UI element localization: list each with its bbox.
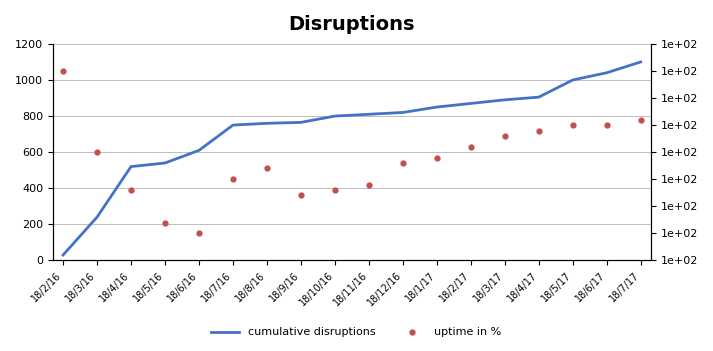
uptime in %: [58, 69, 67, 73]
uptime in %: [331, 188, 339, 192]
uptime in %: [93, 150, 101, 154]
cumulative disruptions: [229, 123, 237, 127]
cumulative disruptions: [602, 71, 611, 75]
cumulative disruptions: [262, 121, 271, 125]
cumulative disruptions: [433, 105, 441, 109]
cumulative disruptions: [127, 165, 135, 169]
cumulative disruptions: [399, 110, 407, 114]
uptime in %: [602, 123, 611, 127]
uptime in %: [399, 161, 407, 165]
uptime in %: [637, 118, 645, 122]
Legend: cumulative disruptions, uptime in %: cumulative disruptions, uptime in %: [207, 323, 506, 342]
cumulative disruptions: [195, 148, 203, 152]
uptime in %: [466, 145, 475, 149]
cumulative disruptions: [297, 120, 305, 125]
uptime in %: [433, 155, 441, 160]
uptime in %: [127, 188, 135, 192]
Line: uptime in %: uptime in %: [61, 68, 643, 236]
uptime in %: [568, 123, 577, 127]
cumulative disruptions: [93, 215, 101, 219]
cumulative disruptions: [535, 95, 543, 99]
uptime in %: [501, 134, 509, 138]
cumulative disruptions: [466, 101, 475, 106]
Line: cumulative disruptions: cumulative disruptions: [63, 62, 641, 255]
uptime in %: [195, 231, 203, 236]
cumulative disruptions: [501, 98, 509, 102]
uptime in %: [262, 166, 271, 171]
cumulative disruptions: [160, 161, 169, 165]
uptime in %: [160, 220, 169, 225]
cumulative disruptions: [364, 112, 373, 117]
cumulative disruptions: [331, 114, 339, 118]
cumulative disruptions: [58, 253, 67, 257]
uptime in %: [364, 183, 373, 187]
uptime in %: [229, 177, 237, 181]
uptime in %: [535, 128, 543, 133]
Title: Disruptions: Disruptions: [289, 15, 415, 34]
uptime in %: [297, 193, 305, 198]
cumulative disruptions: [637, 60, 645, 64]
cumulative disruptions: [568, 78, 577, 82]
